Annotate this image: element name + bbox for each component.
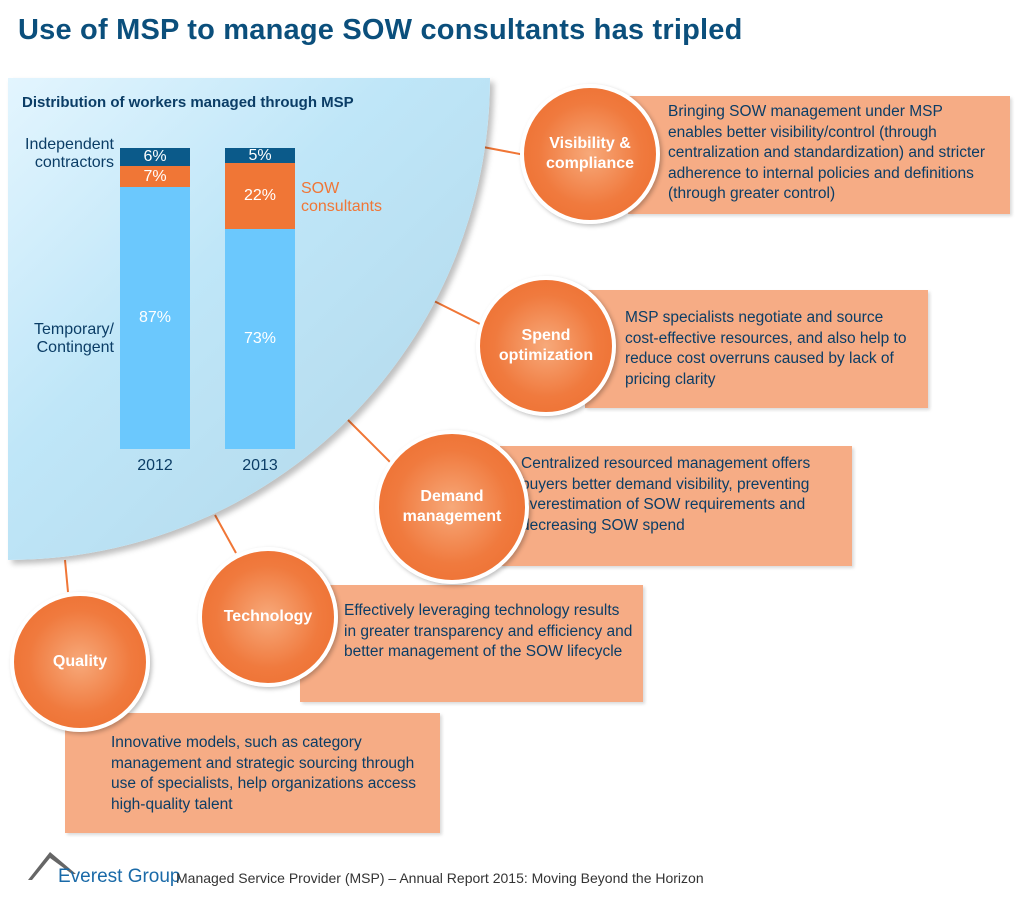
circle-label: compliance — [545, 155, 635, 172]
bar-segment: 87% — [120, 187, 190, 449]
circle-spend-optimization: Spend optimization — [476, 276, 616, 416]
data-label: 6% — [143, 148, 167, 166]
circle-label: Demand — [420, 488, 484, 505]
text-box-technology: Effectively leveraging technology result… — [300, 585, 643, 702]
legend-line: contractors — [34, 154, 114, 171]
circle-visibility-compliance: Visibility & compliance — [520, 84, 660, 224]
chart-title: Distribution of workers managed through … — [22, 94, 354, 111]
circle-label: optimization — [498, 347, 594, 364]
text-box-quality: Innovative models, such as category mana… — [65, 713, 440, 833]
text-box-visibility: Bringing SOW management under MSP enable… — [628, 96, 1010, 214]
bar-segment: 7% — [120, 166, 190, 188]
data-label: 22% — [243, 187, 277, 205]
connector-line — [64, 559, 69, 593]
legend-independent-contractors: Independent contractors — [10, 136, 114, 172]
legend-temporary-contingent: Temporary/ Contingent — [10, 321, 114, 357]
circle-label: Technology — [223, 608, 313, 625]
data-label: 7% — [143, 167, 167, 185]
circle-quality: Quality — [10, 592, 150, 732]
bar-segment: 73% — [225, 229, 295, 449]
bar-segment: 6% — [120, 148, 190, 167]
footer-text: Managed Service Provider (MSP) – Annual … — [176, 870, 704, 886]
connector-line — [431, 299, 481, 325]
legend-line: Independent — [25, 136, 114, 153]
circle-technology: Technology — [198, 547, 338, 687]
connector-line — [214, 514, 237, 554]
x-tick-label: 2013 — [242, 457, 278, 474]
legend-line: Temporary/ — [33, 321, 114, 338]
connector-line — [482, 146, 526, 156]
circle-label: Spend — [521, 327, 571, 344]
bar-segment: 5% — [225, 146, 295, 164]
data-label: 73% — [243, 330, 277, 348]
legend-sow-consultants: SOW consultants — [301, 180, 382, 216]
data-label: 5% — [248, 146, 272, 164]
page-title: Use of MSP to manage SOW consultants has… — [18, 14, 743, 46]
connector-line — [347, 419, 393, 465]
circle-demand-management: Demand management — [375, 430, 529, 584]
circle-label: Quality — [52, 653, 108, 670]
text-box-demand: Centralized resourced management offers … — [500, 446, 852, 566]
everest-logo-icon — [28, 852, 76, 880]
footer-brand: Everest Group — [58, 866, 181, 887]
circle-label: Visibility & — [549, 135, 631, 152]
bar-segment: 22% — [225, 163, 295, 230]
legend-line: SOW — [301, 180, 340, 197]
legend-line: Contingent — [36, 339, 114, 356]
x-tick-label: 2012 — [137, 457, 173, 474]
data-label: 87% — [138, 309, 172, 327]
circle-label: management — [402, 508, 502, 525]
text-box-spend: MSP specialists negotiate and source cos… — [585, 290, 928, 408]
legend-line: consultants — [301, 198, 382, 215]
